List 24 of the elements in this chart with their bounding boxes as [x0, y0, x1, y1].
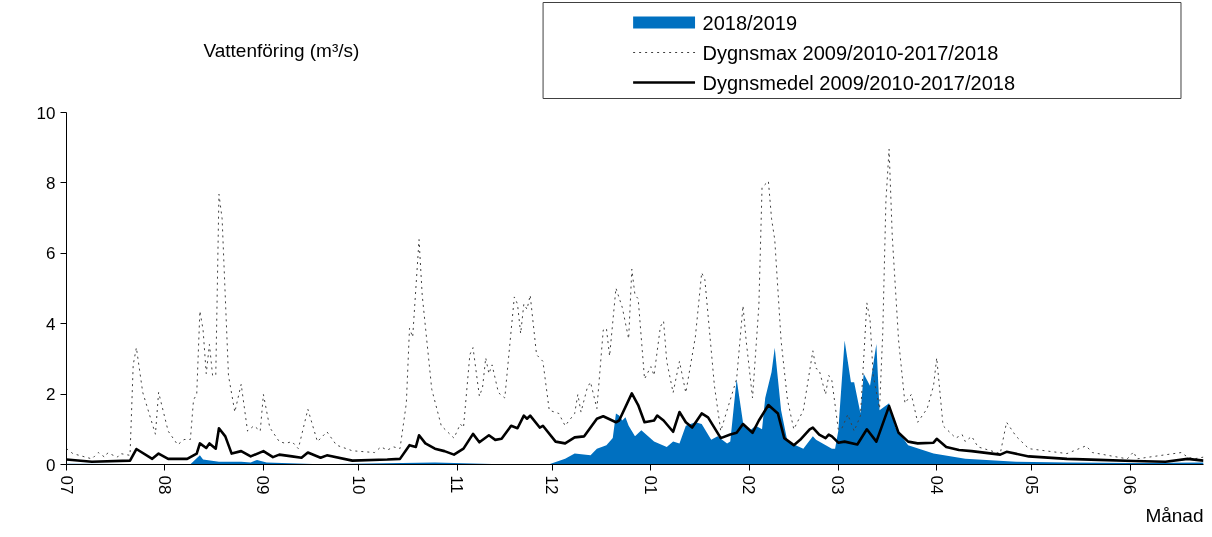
x-tick-label: 02 — [739, 475, 759, 495]
y-tick-label: 4 — [46, 314, 56, 334]
y-tick-label: 10 — [36, 103, 56, 123]
x-axis-title: Månad — [1145, 504, 1204, 526]
x-tick-label: 01 — [640, 475, 660, 495]
y-tick-label: 0 — [46, 455, 56, 475]
x-tick-label: 04 — [926, 475, 946, 495]
x-tick-label: 07 — [56, 475, 76, 495]
x-tick-label: 03 — [828, 475, 848, 495]
y-tick-label: 2 — [46, 385, 56, 405]
x-tick-label: 08 — [154, 475, 174, 495]
y-axis-title: Vattenföring (m³/s) — [203, 39, 360, 61]
x-tick-label: 12 — [542, 475, 562, 495]
x-tick-label: 10 — [348, 475, 368, 495]
x-tick-label: 05 — [1022, 475, 1041, 495]
y-tick-label: 8 — [46, 173, 56, 193]
legend-label: 2018/2019 — [702, 11, 798, 34]
y-tick-label: 6 — [46, 244, 56, 264]
x-tick-label: 11 — [447, 475, 467, 494]
x-tick-label: 06 — [1120, 475, 1140, 495]
legend-label: Dygnsmax 2009/2010-2017/2018 — [702, 41, 999, 64]
line-series — [66, 148, 1204, 460]
legend-label: Dygnsmedel 2009/2010-2017/2018 — [702, 71, 1016, 94]
x-tick-label: 09 — [253, 475, 273, 495]
